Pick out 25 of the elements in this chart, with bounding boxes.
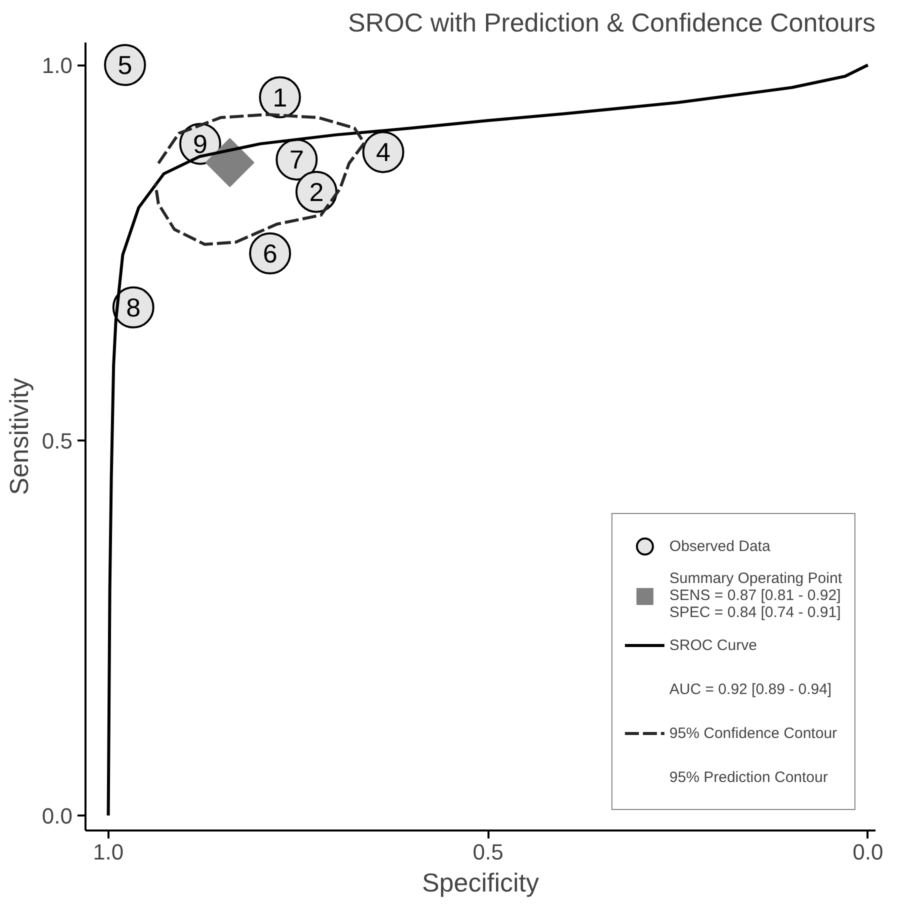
x-tick-label: 0.0 [852,840,884,864]
x-tick-label: 0.5 [472,840,504,864]
annotation: 5 [118,50,132,80]
point [205,138,254,188]
annotation: 1 [272,82,288,112]
annotation: 6 [262,238,278,268]
x-tick-label: 1.0 [92,840,124,864]
text: 95% Prediction Contour [669,768,828,786]
annotation: 2 [309,176,324,207]
annotation: 8 [126,292,141,322]
legend-label: 95% Confidence Contour [669,724,838,742]
chart-title: SROC with Prediction & Confidence Contours [348,8,876,38]
annotation: 9 [192,128,208,159]
y-axis-title: Sensitivity [4,378,34,496]
y-tick-label: 1.0 [42,53,73,78]
legend-label: SROC Curve [669,636,757,654]
y-tick-label: 0.5 [42,428,73,454]
y-tick-label: 0.0 [42,803,73,828]
legend-label: Observed Data [669,537,770,555]
annotation: 4 [376,137,391,168]
legend-label: Summary Operating Point SENS = 0.87 [0.81 - 0.92] SPEC = 0.84 [0.74 - 0.91] [669,570,842,621]
annotation: 7 [289,144,304,175]
annotation: AUC = 0.92 [0.89 - 0.94] [669,680,832,698]
line-series [154,113,366,246]
x-axis-title: Specificity [422,868,540,898]
